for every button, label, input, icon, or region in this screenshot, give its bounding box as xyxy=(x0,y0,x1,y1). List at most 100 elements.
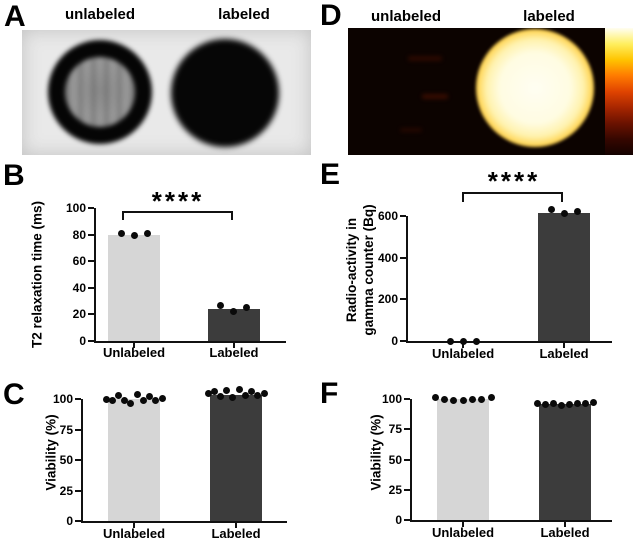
y-tick xyxy=(404,488,410,491)
data-point xyxy=(541,400,549,408)
data-point xyxy=(133,391,141,399)
panel-d-letter: D xyxy=(320,0,342,32)
panel-e-letter: E xyxy=(320,158,341,191)
heat-noise-speck xyxy=(408,56,442,61)
y-tick xyxy=(88,313,94,316)
data-point xyxy=(459,337,467,345)
data-point xyxy=(549,400,557,408)
data-point xyxy=(127,399,135,407)
data-point xyxy=(102,395,110,403)
y-tick xyxy=(404,458,410,461)
y-tick-label: 60 xyxy=(72,254,86,269)
y-axis xyxy=(410,399,412,522)
significance-bracket xyxy=(462,192,563,194)
y-tick-label: 20 xyxy=(72,307,86,322)
data-point xyxy=(533,399,541,407)
y-tick-label: 100 xyxy=(381,392,402,406)
y-axis xyxy=(406,216,408,343)
panel-d-title-labeled: labeled xyxy=(523,8,575,25)
y-tick xyxy=(88,340,94,342)
panel-a-letter: A xyxy=(4,0,26,33)
data-point xyxy=(468,396,476,404)
panel-e-y-axis-label-line1: Radio-activity in xyxy=(344,217,359,323)
y-tick xyxy=(75,489,81,492)
data-point xyxy=(478,395,486,403)
data-point xyxy=(248,387,256,395)
data-point xyxy=(152,397,160,405)
y-tick xyxy=(75,398,81,400)
mri-unlabeled-well-core xyxy=(65,57,135,127)
heat-colorbar xyxy=(605,28,633,155)
y-axis xyxy=(81,399,83,523)
x-tick xyxy=(462,343,465,348)
data-point xyxy=(108,397,116,405)
data-point xyxy=(143,230,151,238)
y-tick-label: 25 xyxy=(388,482,402,497)
panel-f-letter: F xyxy=(320,377,339,410)
data-point xyxy=(254,392,262,400)
data-point xyxy=(557,401,565,409)
panel-b-y-axis-label: T2 relaxation time (ms) xyxy=(29,200,45,349)
significance-bracket-left-leg xyxy=(462,192,464,202)
significance-stars: **** xyxy=(151,186,205,216)
x-category-label: Labeled xyxy=(540,525,590,540)
mri-unlabeled-well-ring xyxy=(48,40,152,144)
x-category-label: Labeled xyxy=(539,346,589,361)
mri-labeled-dark-disc xyxy=(171,39,279,147)
mri-image xyxy=(22,30,311,155)
y-tick-label: 400 xyxy=(377,250,398,265)
bar-unlabeled xyxy=(108,399,160,521)
y-tick-label: 0 xyxy=(395,513,402,527)
y-tick xyxy=(88,260,94,263)
y-tick xyxy=(75,459,81,461)
x-tick xyxy=(563,343,566,348)
heat-labeled-bright-disc xyxy=(476,29,594,147)
y-tick-label: 600 xyxy=(377,209,398,223)
data-point xyxy=(217,301,225,309)
x-axis xyxy=(406,341,612,343)
y-tick-label: 0 xyxy=(66,514,73,528)
y-tick-label: 0 xyxy=(79,334,86,348)
y-tick xyxy=(88,286,94,289)
data-point xyxy=(446,337,454,345)
data-point xyxy=(440,395,448,403)
significance-stars: **** xyxy=(487,166,541,196)
x-category-label: Unlabeled xyxy=(431,525,495,540)
data-point xyxy=(431,394,439,402)
bar-labeled xyxy=(539,403,591,520)
data-point xyxy=(117,229,125,237)
data-point xyxy=(459,397,467,405)
x-tick xyxy=(232,343,235,348)
y-tick xyxy=(75,428,81,431)
x-axis xyxy=(94,341,286,343)
y-tick-label: 75 xyxy=(59,422,73,437)
bar-unlabeled xyxy=(108,234,160,341)
significance-bracket xyxy=(122,211,233,213)
x-category-label: Labeled xyxy=(209,345,259,360)
data-point xyxy=(235,386,243,394)
data-point xyxy=(158,394,166,402)
x-category-label: Unlabeled xyxy=(102,526,166,541)
x-tick xyxy=(133,343,135,348)
y-tick xyxy=(88,233,94,236)
panel-c-letter: C xyxy=(3,378,25,411)
x-category-label: Unlabeled xyxy=(102,345,166,360)
data-point xyxy=(216,393,224,401)
data-point xyxy=(243,304,251,312)
data-point xyxy=(472,337,480,345)
data-point xyxy=(204,390,212,397)
x-tick xyxy=(235,523,237,528)
data-point xyxy=(573,400,581,408)
data-point xyxy=(573,208,581,216)
heat-image xyxy=(348,28,605,155)
y-tick-label: 100 xyxy=(52,392,73,406)
y-tick-label: 0 xyxy=(391,334,398,348)
data-point xyxy=(139,396,147,404)
data-point xyxy=(146,393,154,401)
x-tick xyxy=(133,523,135,528)
x-axis xyxy=(410,520,612,522)
y-tick xyxy=(400,215,406,217)
heat-noise-speck xyxy=(400,128,422,132)
significance-bracket-right-leg xyxy=(231,211,233,220)
